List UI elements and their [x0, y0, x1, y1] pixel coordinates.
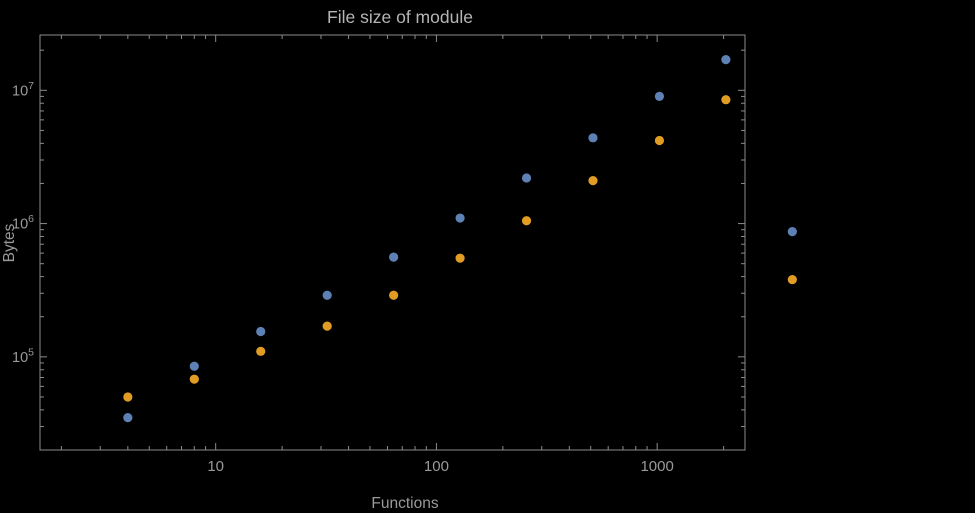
data-point	[123, 392, 133, 402]
x-axis-label: Functions	[371, 495, 438, 512]
data-point	[654, 91, 665, 102]
data-point	[588, 176, 598, 186]
frame-rect	[39, 34, 746, 451]
data-point	[256, 326, 266, 337]
data-point	[389, 252, 399, 262]
data-point	[389, 290, 399, 300]
data-point	[322, 321, 332, 331]
data-point	[189, 374, 199, 384]
y-tick-label: 106	[12, 213, 34, 233]
data-point	[123, 413, 133, 423]
tick-labels: 10 100 1000 105 106 107	[12, 80, 674, 475]
y-tick-label: 105	[12, 346, 34, 366]
x-tick-label: 100	[424, 458, 449, 475]
data-point	[654, 135, 665, 146]
data-point	[455, 253, 465, 263]
data-point	[787, 274, 797, 285]
data-point	[455, 213, 465, 223]
data-point	[256, 346, 266, 356]
data-point	[189, 361, 199, 371]
y-tick-label: 107	[12, 80, 34, 100]
data-point	[721, 54, 731, 65]
data-points	[123, 54, 797, 423]
data-point	[521, 173, 532, 183]
tick-marks	[40, 35, 745, 450]
y-axis-label: Bytes	[1, 223, 18, 262]
data-point	[588, 133, 598, 143]
x-tick-label: 10	[207, 458, 224, 475]
series-orange	[123, 95, 797, 402]
data-point	[521, 216, 532, 226]
chart-title: File size of module	[327, 7, 473, 27]
data-point	[787, 227, 797, 237]
data-point	[322, 290, 332, 300]
x-tick-label: 1000	[640, 458, 673, 475]
data-point	[721, 95, 731, 105]
series-blue	[123, 54, 797, 423]
